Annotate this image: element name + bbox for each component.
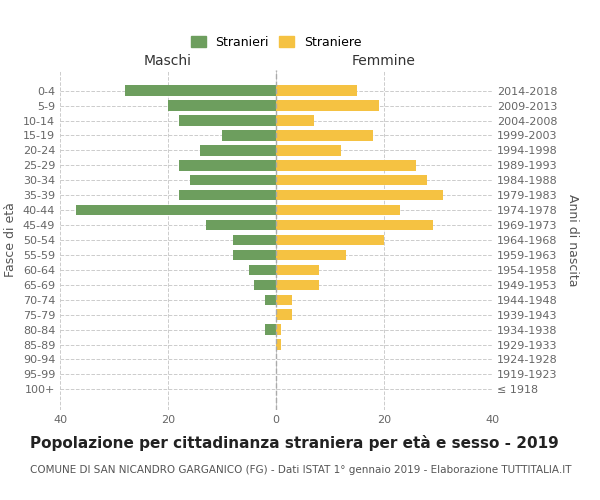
Bar [265, 294, 276, 305]
Bar [254, 280, 276, 290]
Bar [276, 220, 433, 230]
Bar [179, 190, 276, 200]
Bar [249, 264, 276, 275]
Bar [276, 324, 281, 335]
Bar [190, 175, 276, 186]
Bar [276, 86, 357, 96]
Bar [276, 160, 416, 170]
Text: Popolazione per cittadinanza straniera per età e sesso - 2019: Popolazione per cittadinanza straniera p… [30, 435, 559, 451]
Text: Femmine: Femmine [352, 54, 416, 68]
Bar [233, 235, 276, 245]
Bar [179, 116, 276, 126]
Y-axis label: Anni di nascita: Anni di nascita [566, 194, 579, 286]
Bar [276, 250, 346, 260]
Bar [276, 145, 341, 156]
Text: COMUNE DI SAN NICANDRO GARGANICO (FG) - Dati ISTAT 1° gennaio 2019 - Elaborazion: COMUNE DI SAN NICANDRO GARGANICO (FG) - … [30, 465, 571, 475]
Bar [276, 310, 292, 320]
Bar [276, 130, 373, 140]
Y-axis label: Fasce di età: Fasce di età [4, 202, 17, 278]
Bar [276, 340, 281, 349]
Bar [200, 145, 276, 156]
Bar [179, 160, 276, 170]
Bar [265, 324, 276, 335]
Bar [276, 190, 443, 200]
Bar [76, 205, 276, 216]
Bar [276, 235, 384, 245]
Bar [276, 205, 400, 216]
Bar [206, 220, 276, 230]
Bar [276, 280, 319, 290]
Bar [276, 100, 379, 111]
Bar [276, 116, 314, 126]
Bar [276, 175, 427, 186]
Bar [125, 86, 276, 96]
Bar [233, 250, 276, 260]
Text: Maschi: Maschi [144, 54, 192, 68]
Bar [276, 264, 319, 275]
Bar [276, 294, 292, 305]
Bar [168, 100, 276, 111]
Legend: Stranieri, Straniere: Stranieri, Straniere [187, 32, 365, 52]
Bar [222, 130, 276, 140]
